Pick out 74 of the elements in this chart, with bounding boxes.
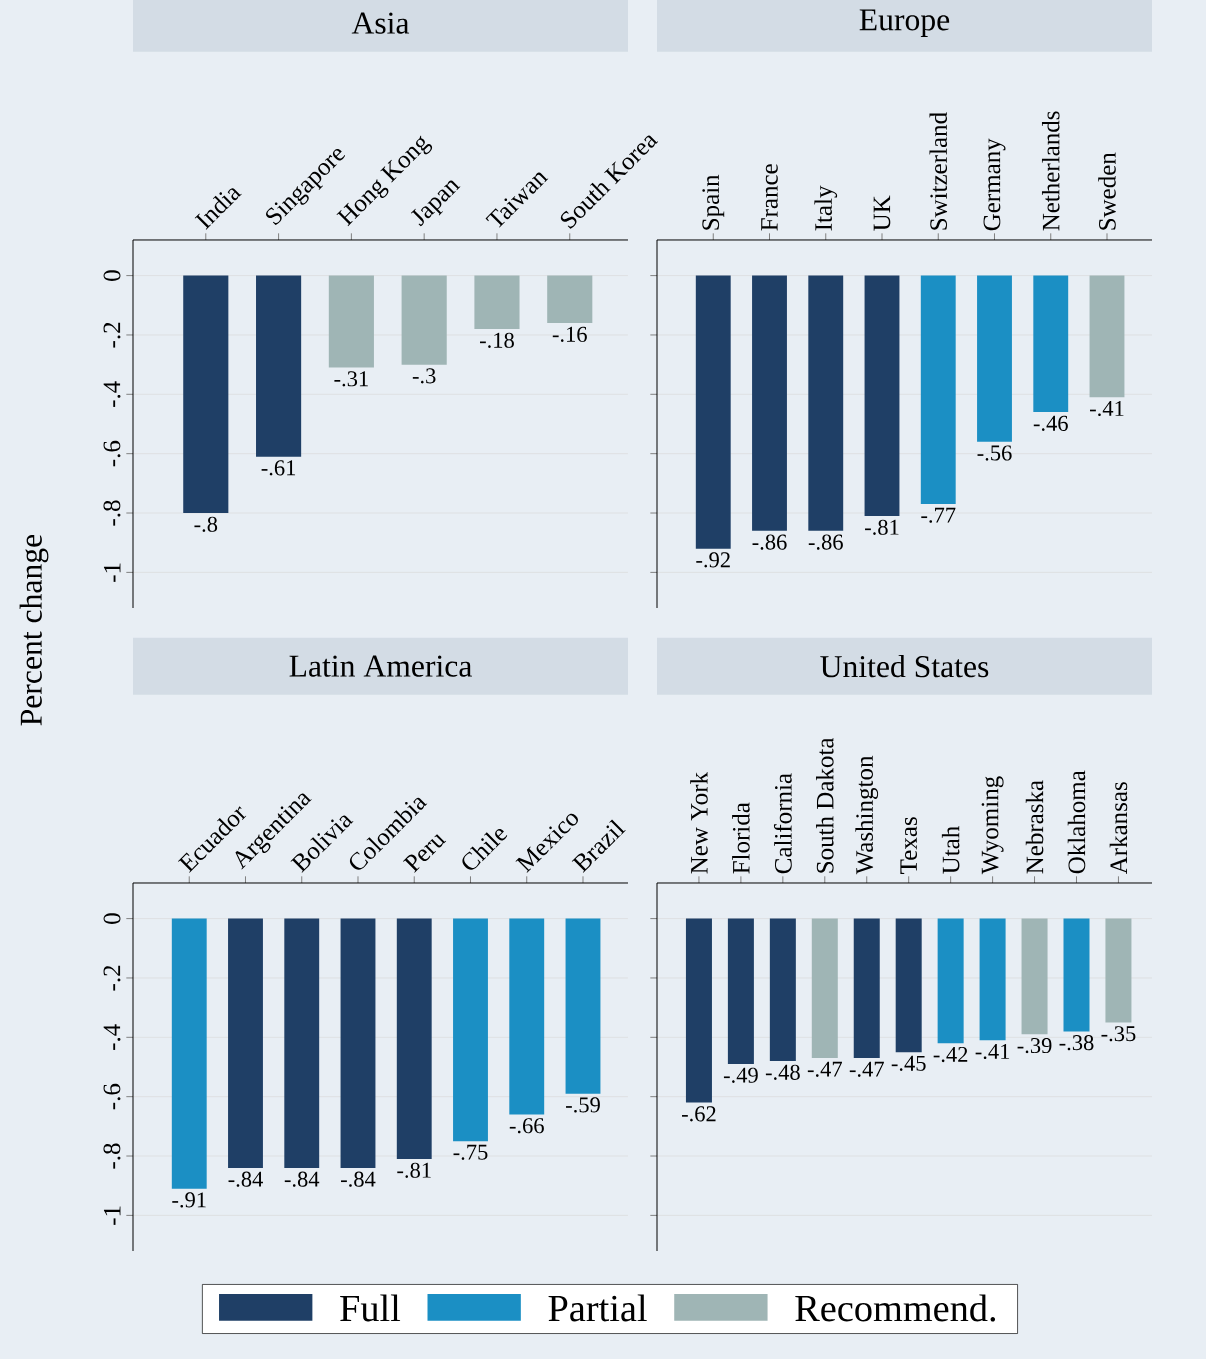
data-label: -.59 <box>566 1097 600 1113</box>
data-label: -.45 <box>891 1055 926 1071</box>
x-tick-label: Netherlands <box>1041 111 1060 231</box>
data-label: -.75 <box>453 1144 488 1160</box>
y-tick-label: -.6 <box>103 440 121 467</box>
x-tick-label: Washington <box>855 755 879 875</box>
y-tick-label: -.2 <box>103 322 121 348</box>
chart-title: Latin America <box>289 655 472 677</box>
data-label: -.77 <box>921 507 956 523</box>
data-label: -.49 <box>723 1067 758 1083</box>
x-tick-label: Nebraska <box>1025 780 1044 874</box>
data-label: -.38 <box>1059 1035 1094 1051</box>
data-label: -.61 <box>261 460 296 476</box>
data-label: -.84 <box>228 1171 263 1187</box>
data-label: -.8 <box>194 516 218 532</box>
data-label: -.18 <box>479 332 514 348</box>
x-tick-label: Florida <box>732 802 750 874</box>
y-tick-label: -.2 <box>103 965 121 991</box>
y-tick-label: -.8 <box>103 1143 121 1169</box>
x-tick-label: Italy <box>814 185 838 231</box>
legend-label: Partial <box>548 1294 647 1322</box>
x-tick-label: South Dakota <box>816 737 834 873</box>
data-label: -.91 <box>172 1192 206 1208</box>
y-tick-label: -.8 <box>103 500 121 526</box>
legend-label: Recommend. <box>795 1294 996 1322</box>
x-tick-label: New York <box>690 772 708 874</box>
x-tick-label: Switzerland <box>929 112 948 230</box>
x-tick-label: UK <box>873 195 891 231</box>
data-label: -.92 <box>696 552 730 568</box>
y-tick-label: -.4 <box>103 1024 121 1050</box>
y-tick-label: -1 <box>103 1206 121 1225</box>
x-tick-label: Sweden <box>1098 152 1116 230</box>
data-label: -.16 <box>552 326 587 342</box>
data-label: -.3 <box>412 368 436 384</box>
x-tick-label: Arkansas <box>1109 782 1128 875</box>
y-axis-title: Percent change <box>19 534 49 726</box>
data-label: -.47 <box>807 1061 842 1077</box>
chart-title: Europe <box>859 9 950 37</box>
x-tick-label: Wyoming <box>981 776 1004 875</box>
x-tick-label: India <box>194 188 242 230</box>
x-tick-label: Utah <box>941 826 960 874</box>
y-tick-label: 0 <box>103 913 121 924</box>
data-label: -.56 <box>977 445 1012 461</box>
y-tick-label: 0 <box>103 270 121 281</box>
data-label: -.46 <box>1033 415 1068 431</box>
y-tick-label: -.6 <box>103 1083 121 1110</box>
data-label: -.48 <box>765 1064 800 1080</box>
x-tick-label: Germany <box>983 138 1006 231</box>
data-label: -.86 <box>752 534 787 550</box>
y-tick-label: -.4 <box>103 381 121 407</box>
data-label: -.41 <box>1090 400 1124 417</box>
data-label: -.81 <box>397 1162 431 1178</box>
data-label: -.42 <box>933 1046 968 1063</box>
x-tick-label: Spain <box>702 174 725 230</box>
data-label: -.84 <box>341 1171 376 1187</box>
data-label: -.35 <box>1101 1026 1136 1042</box>
data-label: -.47 <box>849 1061 884 1077</box>
x-tick-label: Oklahoma <box>1067 770 1086 874</box>
data-label: -.66 <box>509 1118 544 1134</box>
data-label: -.62 <box>681 1106 716 1122</box>
x-tick-label: Texas <box>900 817 917 874</box>
x-tick-label: California <box>773 773 792 874</box>
chart-title: Asia <box>351 12 410 34</box>
chart-title: United States <box>820 655 989 678</box>
legend-label: Full <box>340 1294 401 1322</box>
x-tick-label: France <box>761 164 778 231</box>
data-label: -.31 <box>334 371 368 387</box>
data-label: -.39 <box>1017 1038 1052 1054</box>
data-label: -.81 <box>865 519 899 535</box>
data-label: -.41 <box>975 1043 1010 1060</box>
data-label: -.84 <box>284 1171 320 1187</box>
x-tick-label: Chile <box>462 828 508 870</box>
data-label: -.86 <box>808 534 843 550</box>
y-tick-label: -1 <box>103 563 121 582</box>
